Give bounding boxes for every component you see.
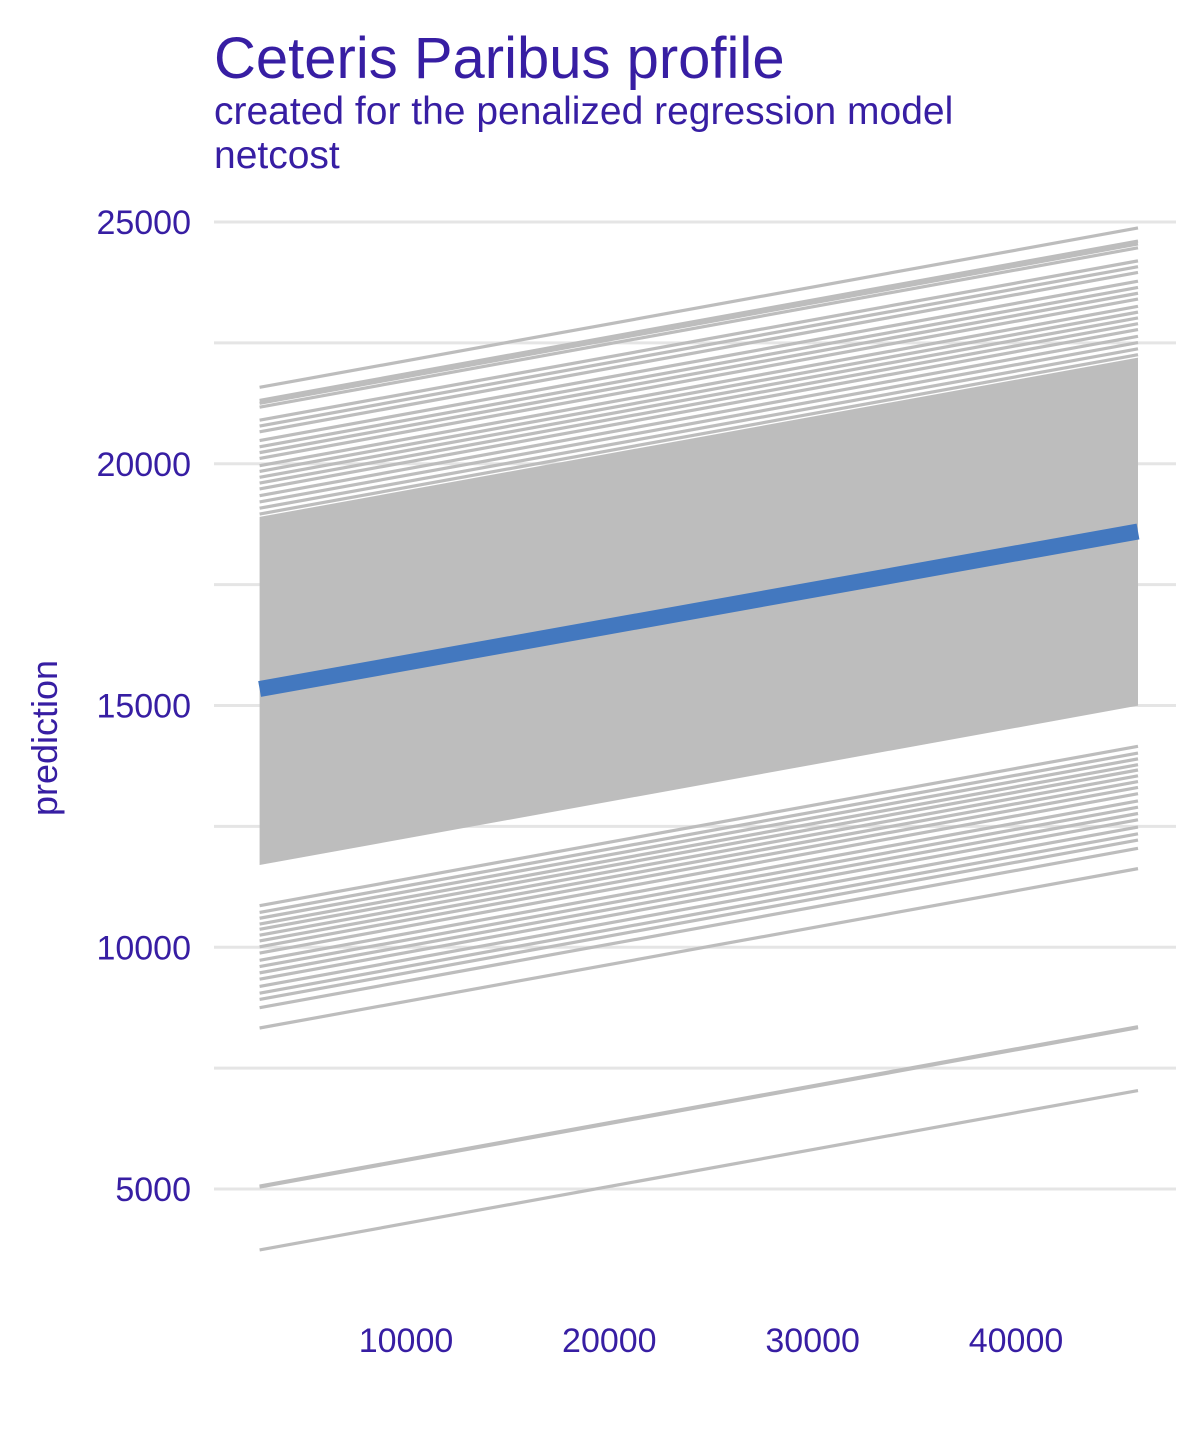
x-tick-label-30000: 30000 (765, 1322, 860, 1360)
profile-line-4 (259, 259, 1139, 422)
profile-line-17 (259, 341, 1139, 504)
profile-line-26 (259, 780, 1139, 943)
profile-line-35 (259, 838, 1139, 1002)
profile-line-27 (259, 785, 1139, 949)
profile-line-19 (259, 353, 1139, 516)
x-tick-label-20000: 20000 (562, 1322, 657, 1360)
y-tick-label-25000: 25000 (96, 204, 191, 242)
profile-line-23 (259, 763, 1139, 926)
profile-line-25 (259, 774, 1139, 937)
chart-subtitle: created for the penalized regression mod… (214, 90, 953, 133)
profile-line-9 (259, 291, 1139, 455)
profile-line-15 (259, 327, 1139, 491)
profile-line-0 (259, 226, 1139, 389)
profile-line-1 (259, 239, 1139, 402)
profile-line-3 (259, 246, 1139, 409)
x-axis-ticks: 10000 20000 30000 40000 (359, 1322, 1064, 1360)
y-axis-ticks: 5000 10000 15000 20000 25000 (96, 204, 191, 1209)
x-tick-label-10000: 10000 (359, 1322, 454, 1360)
profile-line-28 (259, 792, 1139, 955)
profile-line-10 (259, 297, 1139, 461)
profile-line-37 (259, 867, 1139, 1030)
background-profiles (259, 226, 1139, 1252)
profile-line-8 (259, 285, 1139, 449)
y-tick-label-5000: 5000 (115, 1171, 191, 1209)
profile-line-39 (259, 1026, 1139, 1189)
highlight-profile (258, 523, 1140, 697)
profile-line-11 (259, 304, 1139, 468)
profile-line-14 (259, 322, 1139, 485)
y-tick-label-15000: 15000 (96, 688, 191, 726)
profile-line-20 (259, 744, 1139, 908)
facet-label: netcost (214, 134, 340, 177)
profile-line-6 (259, 270, 1139, 434)
profile-line-32 (259, 818, 1139, 981)
profile-line-16 (259, 334, 1139, 498)
profile-line-36 (259, 846, 1139, 1010)
profile-line-24 (259, 768, 1139, 931)
y-axis-label: prediction (24, 660, 65, 816)
profile-line-31 (259, 811, 1139, 975)
profile-line-22 (259, 757, 1139, 920)
chart-title: Ceteris Paribus profile (214, 26, 785, 91)
profile-line-34 (259, 832, 1139, 995)
profile-line-2 (259, 242, 1139, 405)
profile-line-18 (259, 347, 1139, 510)
profile-line-12 (259, 310, 1139, 474)
y-tick-label-20000: 20000 (96, 446, 191, 484)
profile-line-5 (259, 265, 1139, 428)
profile-line-21 (259, 751, 1139, 915)
profile-line-33 (259, 825, 1139, 988)
y-tick-label-10000: 10000 (96, 929, 191, 967)
profile-line-7 (259, 279, 1139, 443)
highlight-line (258, 523, 1140, 697)
x-tick-label-40000: 40000 (969, 1322, 1064, 1360)
profile-line-40 (259, 1088, 1139, 1252)
profile-line-13 (259, 316, 1139, 479)
profile-line-29 (259, 799, 1139, 962)
profile-line-30 (259, 805, 1139, 969)
